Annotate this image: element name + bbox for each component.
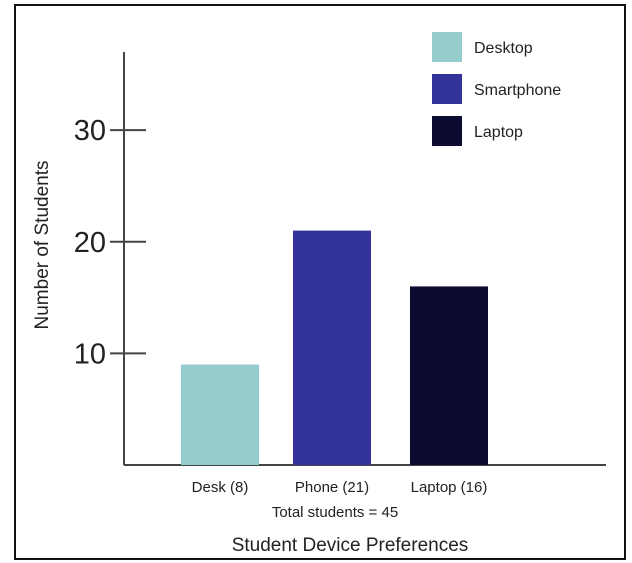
legend-label: Desktop — [474, 40, 533, 57]
x-tick-label: Laptop (16) — [411, 479, 488, 496]
x-axis-label: Student Device Preferences — [232, 535, 469, 556]
bars — [181, 230, 488, 465]
y-tick-label: 20 — [74, 227, 106, 259]
bar-1 — [293, 230, 371, 465]
legend-swatch — [432, 74, 462, 104]
total-students-note: Total students = 45 — [272, 504, 398, 521]
legend: Desktop Smartphone Laptop — [432, 32, 561, 146]
bar-0 — [181, 364, 259, 465]
legend-label: Smartphone — [474, 82, 561, 99]
y-axis-label: Number of Students — [32, 161, 53, 330]
bar-2 — [410, 286, 488, 465]
legend-swatch — [432, 32, 462, 62]
x-tick-label: Phone (21) — [295, 479, 369, 496]
y-tick-label: 10 — [74, 338, 106, 370]
y-tick-label: 30 — [74, 115, 106, 147]
legend-swatch — [432, 116, 462, 146]
legend-label: Laptop — [474, 124, 523, 141]
x-tick-labels: Desk (8) Phone (21) Laptop (16) — [192, 479, 488, 496]
x-tick-label: Desk (8) — [192, 479, 249, 496]
